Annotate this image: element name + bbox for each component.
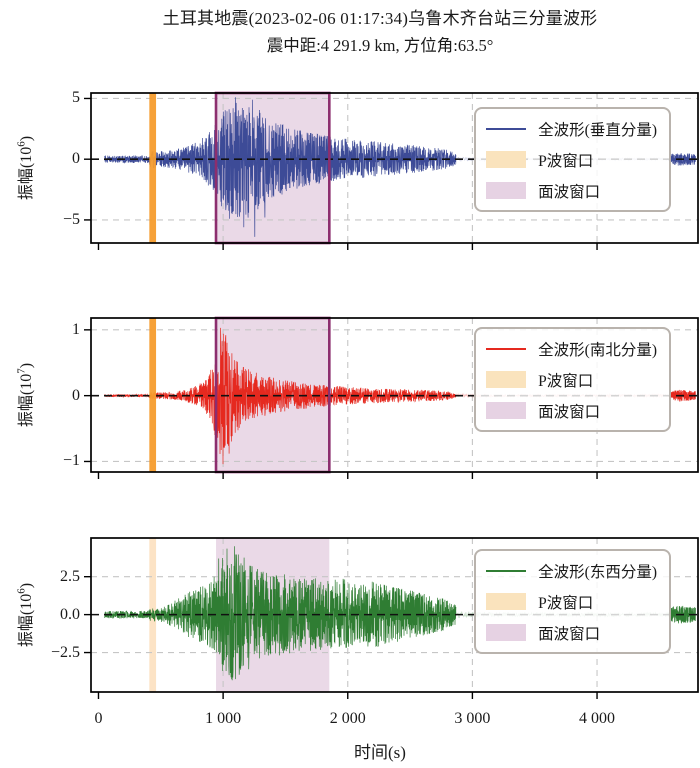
legend-row: 全波形(南北分量) [486, 333, 657, 364]
y-axis-label-text: 6 [15, 588, 28, 594]
legend-line-swatch [486, 347, 527, 350]
x-tick-label: 2 000 [329, 710, 366, 727]
legend: 全波形(垂直分量) P波窗口面波窗口 [474, 107, 671, 212]
y-tick-label: 0.0 [60, 605, 80, 623]
legend-row: P波窗口 [486, 364, 657, 395]
legend-label: 面波窗口 [538, 183, 601, 201]
legend-patch-swatch [486, 371, 527, 388]
waveform-trace [668, 605, 696, 624]
legend-patch-swatch [486, 624, 527, 641]
legend-row: 面波窗口 [486, 617, 657, 648]
legend: 全波形(东西分量) P波窗口面波窗口 [474, 549, 671, 654]
y-axis-label-text: 6 [15, 141, 28, 147]
x-axis-label: 时间(s) [354, 743, 406, 762]
y-tick-label: −1 [62, 452, 80, 470]
p-wave-band [149, 93, 157, 243]
y-tick-label: 1 [72, 320, 80, 338]
axis-border [90, 92, 699, 244]
legend-patch-swatch [486, 402, 527, 419]
waveform-trace [104, 546, 457, 681]
legend-patch-swatch [486, 593, 527, 610]
legend-label: 面波窗口 [538, 403, 601, 421]
y-axis-label-text: ) [18, 135, 35, 142]
y-axis-label: 振幅(106) [12, 583, 36, 647]
y-axis-label-text: ) [18, 362, 35, 369]
y-axis-label-text: 7 [15, 368, 28, 374]
waveform-trace [668, 389, 696, 402]
legend-row: P波窗口 [486, 144, 657, 175]
legend-label: P波窗口 [538, 594, 594, 612]
y-tick-label: 0 [72, 150, 80, 168]
legend-row: 面波窗口 [486, 395, 657, 426]
p-wave-band [149, 318, 157, 472]
legend-label: P波窗口 [538, 152, 594, 170]
y-tick-label: 2.5 [60, 567, 80, 585]
legend-label: 全波形(东西分量) [538, 563, 657, 581]
legend-line-swatch [486, 127, 527, 130]
legend-patch-swatch [486, 182, 527, 199]
x-tick-label: 3 000 [454, 710, 491, 727]
y-axis-label: 振幅(106) [12, 136, 36, 200]
legend-row: 全波形(垂直分量) [486, 113, 657, 144]
legend-label: 全波形(垂直分量) [538, 121, 657, 139]
y-axis-label-text: ) [18, 582, 35, 589]
legend-row: 面波窗口 [486, 175, 657, 206]
legend: 全波形(南北分量) P波窗口面波窗口 [474, 327, 671, 432]
x-tick-label: 4 000 [579, 710, 616, 727]
y-tick-label: −2.5 [50, 643, 80, 661]
y-axis-label-text: 振幅(10 [18, 146, 35, 201]
y-axis-label: 振幅(107) [12, 363, 36, 427]
y-axis-label-text: 振幅(10 [18, 373, 35, 428]
y-tick-label: 0 [72, 386, 80, 404]
x-tick-label: 1 000 [205, 710, 242, 727]
legend-line-swatch [486, 569, 527, 572]
legend-label: 全波形(南北分量) [538, 341, 657, 359]
legend-label: 面波窗口 [538, 625, 601, 643]
y-tick-label: 5 [72, 89, 80, 107]
legend-label: P波窗口 [538, 372, 594, 390]
chart-subtitle: 震中距:4 291.9 km, 方位角:63.5° [266, 36, 494, 55]
chart-title: 土耳其地震(2023-02-06 01:17:34)乌鲁木齐台站三分量波形 [162, 9, 598, 28]
legend-patch-swatch [486, 151, 527, 168]
x-tick-label: 0 [94, 710, 103, 727]
y-tick-label: −5 [62, 210, 80, 228]
legend-row: P波窗口 [486, 586, 657, 617]
legend-row: 全波形(东西分量) [486, 555, 657, 586]
y-axis-label-text: 振幅(10 [18, 593, 35, 648]
